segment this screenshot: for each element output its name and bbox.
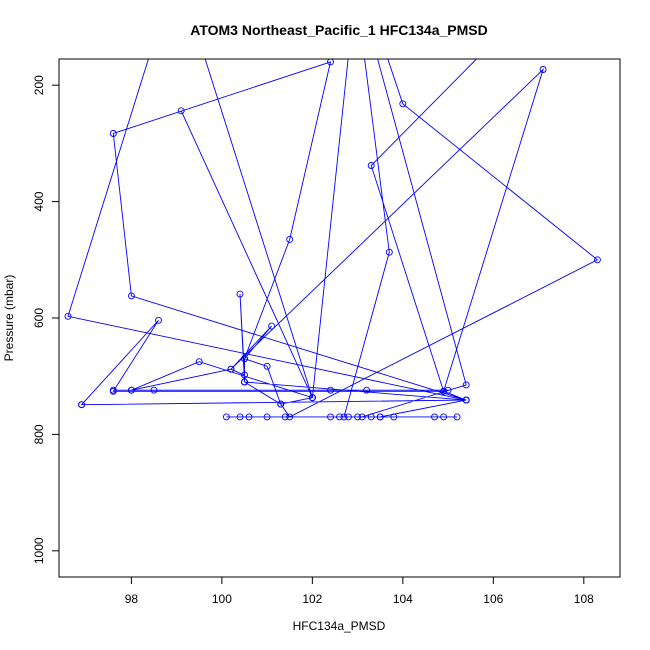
data-point bbox=[327, 413, 334, 421]
data-point bbox=[345, 413, 352, 421]
data-point bbox=[277, 400, 285, 408]
data-point bbox=[358, 413, 366, 421]
data-point bbox=[367, 162, 375, 169]
x-tick-label-4: 106 bbox=[483, 592, 503, 606]
data-point bbox=[177, 107, 185, 115]
data-point bbox=[127, 292, 135, 300]
data-point bbox=[327, 386, 334, 394]
data-point bbox=[399, 100, 407, 108]
data-point bbox=[263, 413, 271, 421]
x-axis: 98 100 102 104 106 108 bbox=[125, 576, 594, 606]
data-point bbox=[195, 358, 203, 366]
data-point bbox=[64, 312, 72, 320]
y-axis: 200 400 600 800 1000 bbox=[32, 75, 60, 564]
x-tick-label-5: 108 bbox=[574, 592, 594, 606]
y-axis-label: Pressure (mbar) bbox=[2, 275, 16, 362]
y-tick-label-3: 800 bbox=[32, 424, 46, 444]
data-point bbox=[462, 396, 470, 404]
data-point bbox=[462, 381, 470, 389]
y-tick-label-4: 1000 bbox=[32, 537, 46, 564]
x-tick-label-0: 98 bbox=[125, 592, 139, 606]
data-point bbox=[431, 413, 438, 421]
data-point bbox=[268, 322, 276, 330]
data-point bbox=[336, 413, 343, 421]
data-point bbox=[363, 386, 371, 394]
data-point bbox=[286, 235, 294, 243]
data-point bbox=[440, 413, 448, 421]
y-tick-label-2: 600 bbox=[32, 308, 46, 328]
data-point bbox=[109, 130, 117, 137]
data-point bbox=[241, 355, 248, 363]
data-point bbox=[150, 386, 158, 394]
data-point bbox=[281, 413, 289, 421]
data-point bbox=[245, 413, 253, 421]
data-point bbox=[109, 387, 117, 395]
data-point bbox=[236, 290, 244, 298]
data-point bbox=[78, 401, 86, 409]
data-point bbox=[241, 378, 248, 386]
data-point bbox=[286, 413, 294, 421]
data-point bbox=[390, 413, 398, 421]
data-point bbox=[593, 256, 601, 264]
data-point bbox=[308, 394, 316, 402]
data-point bbox=[263, 362, 271, 370]
y-tick-label-1: 400 bbox=[32, 191, 46, 211]
data-layer bbox=[64, 59, 601, 421]
x-tick-label-2: 102 bbox=[302, 592, 322, 606]
data-point bbox=[340, 413, 348, 421]
data-point bbox=[354, 413, 362, 421]
chart-title: ATOM3 Northeast_Pacific_1 HFC134a_PMSD bbox=[190, 22, 487, 38]
y-tick-label-0: 200 bbox=[32, 75, 46, 95]
x-axis-label: HFC134a_PMSD bbox=[293, 619, 386, 633]
data-point bbox=[227, 365, 235, 373]
data-point bbox=[236, 413, 244, 421]
data-point bbox=[453, 413, 461, 421]
data-point bbox=[222, 413, 230, 421]
x-tick-label-1: 100 bbox=[212, 592, 232, 606]
data-point bbox=[127, 386, 135, 394]
data-point bbox=[241, 371, 248, 379]
data-point bbox=[327, 59, 334, 66]
data-point bbox=[376, 413, 384, 421]
data-point bbox=[539, 66, 547, 73]
x-tick-label-3: 104 bbox=[393, 592, 413, 606]
data-point bbox=[155, 316, 162, 324]
data-point bbox=[444, 386, 452, 394]
data-point bbox=[367, 413, 375, 421]
data-point bbox=[440, 387, 448, 395]
data-point bbox=[385, 248, 393, 256]
